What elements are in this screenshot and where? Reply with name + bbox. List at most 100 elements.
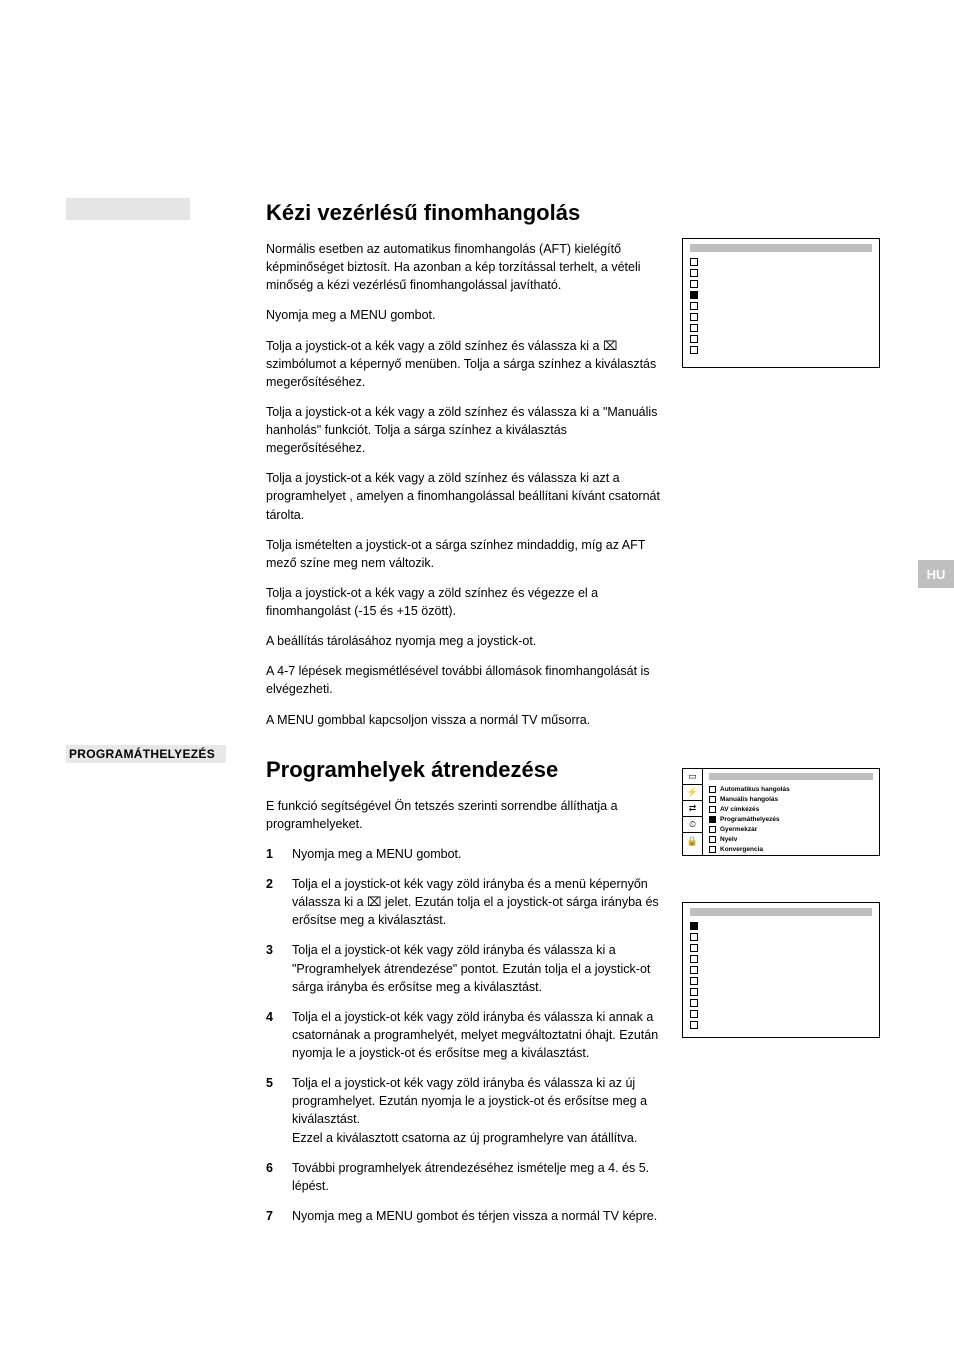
step-number: 5 <box>266 1074 292 1147</box>
osd-row <box>690 300 872 311</box>
menu-item-marker-icon <box>709 836 716 843</box>
menu-item-label: Gyermekzár <box>720 826 757 833</box>
step-item: 2Tolja el a joystick-ot kék vagy zöld ir… <box>266 875 666 929</box>
osd-checkbox-icon <box>690 999 698 1007</box>
osd-checkbox-icon <box>690 269 698 277</box>
osd-checkbox-icon <box>690 966 698 974</box>
menu-category-icon: ⏲ <box>683 817 702 833</box>
step-number: 6 <box>266 1159 292 1195</box>
menu-item-label: Nyelv <box>720 836 737 843</box>
step-item: 5Tolja el a joystick-ot kék vagy zöld ir… <box>266 1074 666 1147</box>
para: A beállítás tárolásához nyomja meg a joy… <box>266 632 666 650</box>
menu-category-icon: 🔒 <box>683 833 702 849</box>
para: Tolja ismételten a joystick-ot a sárga s… <box>266 536 666 572</box>
menu-item-marker-icon <box>709 816 716 823</box>
step-text: Nyomja meg a MENU gombot. <box>292 845 666 863</box>
menu-item: AV címkézés <box>709 804 873 814</box>
osd-box-top <box>682 238 880 368</box>
step-number: 3 <box>266 941 292 995</box>
para: Tolja a joystick-ot a kék vagy a zöld sz… <box>266 403 666 457</box>
osd-row <box>690 344 872 355</box>
osd-row <box>690 289 872 300</box>
menu-item-marker-icon <box>709 806 716 813</box>
menu-item: Nyelv <box>709 834 873 844</box>
osd-checkbox-icon <box>690 988 698 996</box>
osd-row <box>690 1008 872 1019</box>
osd-row <box>690 942 872 953</box>
menu-item-marker-icon <box>709 796 716 803</box>
para: A MENU gombbal kapcsoljon vissza a normá… <box>266 711 666 729</box>
menu-item-label: Konvergencia <box>720 846 763 853</box>
menu-item-label: Manuális hangolás <box>720 796 778 803</box>
menu-item-marker-icon <box>709 826 716 833</box>
para: Normális esetben az automatikus finomhan… <box>266 240 666 294</box>
osd-row <box>690 953 872 964</box>
osd-row <box>690 278 872 289</box>
heading-manual-tuning: Kézi vezérlésű finomhangolás <box>266 200 666 226</box>
osd-row <box>690 333 872 344</box>
osd-row <box>690 920 872 931</box>
menu-icon-column: ▭⚡⇄⏲🔒 <box>683 769 703 855</box>
osd-row <box>690 986 872 997</box>
osd-row <box>690 256 872 267</box>
para: A 4-7 lépések megismétlésével további ál… <box>266 662 666 698</box>
step-item: 7Nyomja meg a MENU gombot és térjen viss… <box>266 1207 666 1225</box>
osd-checkbox-icon <box>690 1021 698 1029</box>
para: Tolja a joystick-ot a kék vagy a zöld sz… <box>266 469 666 523</box>
osd-items <box>683 256 879 361</box>
osd-titlebar <box>690 244 872 252</box>
osd-checkbox-icon <box>690 944 698 952</box>
side-gray-block <box>66 198 190 220</box>
osd-checkbox-icon <box>690 280 698 288</box>
menu-item-marker-icon <box>709 846 716 853</box>
osd-row <box>690 964 872 975</box>
steps-list: 1Nyomja meg a MENU gombot. 2Tolja el a j… <box>266 845 666 1225</box>
menu-item-label: AV címkézés <box>720 806 759 813</box>
menu-items: Automatikus hangolás Manuális hangolás AV … <box>709 784 873 854</box>
menu-right-panel: Automatikus hangolás Manuális hangolás AV … <box>703 769 879 855</box>
para: Nyomja meg a MENU gombot. <box>266 306 666 324</box>
language-tab-hu: HU <box>918 560 954 588</box>
osd-row <box>690 311 872 322</box>
para: Tolja a joystick-ot a kék vagy a zöld sz… <box>266 584 666 620</box>
menu-item-label: Automatikus hangolás <box>720 786 790 793</box>
osd-row <box>690 322 872 333</box>
osd-checkbox-icon <box>690 313 698 321</box>
osd-row <box>690 1019 872 1030</box>
menu-box: ▭⚡⇄⏲🔒 Automatikus hangolás Manuális hango… <box>682 768 880 856</box>
section-manual-tuning: Kézi vezérlésű finomhangolás Normális es… <box>266 200 666 729</box>
menu-item-label: Programáthelyezés <box>720 816 780 823</box>
step-item: 3Tolja el a joystick-ot kék vagy zöld ir… <box>266 941 666 995</box>
step-item: 6További programhelyek átrendezéséhez is… <box>266 1159 666 1195</box>
step-text: Tolja el a joystick-ot kék vagy zöld irá… <box>292 1008 666 1062</box>
osd-titlebar <box>690 908 872 916</box>
osd-checkbox-icon <box>690 291 698 299</box>
osd-checkbox-icon <box>690 922 698 930</box>
step-text: Nyomja meg a MENU gombot és térjen vissz… <box>292 1207 666 1225</box>
para: Tolja a joystick-ot a kék vagy a zöld sz… <box>266 337 666 391</box>
menu-category-icon: ⚡ <box>683 785 702 801</box>
menu-item: Konvergencia <box>709 844 873 854</box>
osd-box-bottom <box>682 902 880 1038</box>
step-text: Tolja el a joystick-ot kék vagy zöld irá… <box>292 941 666 995</box>
menu-item: Automatikus hangolás <box>709 784 873 794</box>
osd-checkbox-icon <box>690 346 698 354</box>
osd-row <box>690 997 872 1008</box>
osd-items <box>683 920 879 1036</box>
osd-checkbox-icon <box>690 302 698 310</box>
osd-checkbox-icon <box>690 324 698 332</box>
side-label-program-reorder: PROGRAMÁTHELYEZÉS <box>66 745 226 763</box>
osd-checkbox-icon <box>690 933 698 941</box>
osd-row <box>690 267 872 278</box>
para-text: Tolja a joystick-ot a kék vagy a zöld sz… <box>266 339 656 389</box>
osd-checkbox-icon <box>690 258 698 266</box>
step-number: 2 <box>266 875 292 929</box>
step-item: 4Tolja el a joystick-ot kék vagy zöld ir… <box>266 1008 666 1062</box>
osd-checkbox-icon <box>690 335 698 343</box>
osd-checkbox-icon <box>690 955 698 963</box>
osd-checkbox-icon <box>690 1010 698 1018</box>
step-number: 1 <box>266 845 292 863</box>
menu-titlebar <box>709 773 873 780</box>
step-text: Tolja el a joystick-ot kék vagy zöld irá… <box>292 875 666 929</box>
section-program-reorder: Programhelyek átrendezése E funkció segí… <box>266 757 666 1225</box>
